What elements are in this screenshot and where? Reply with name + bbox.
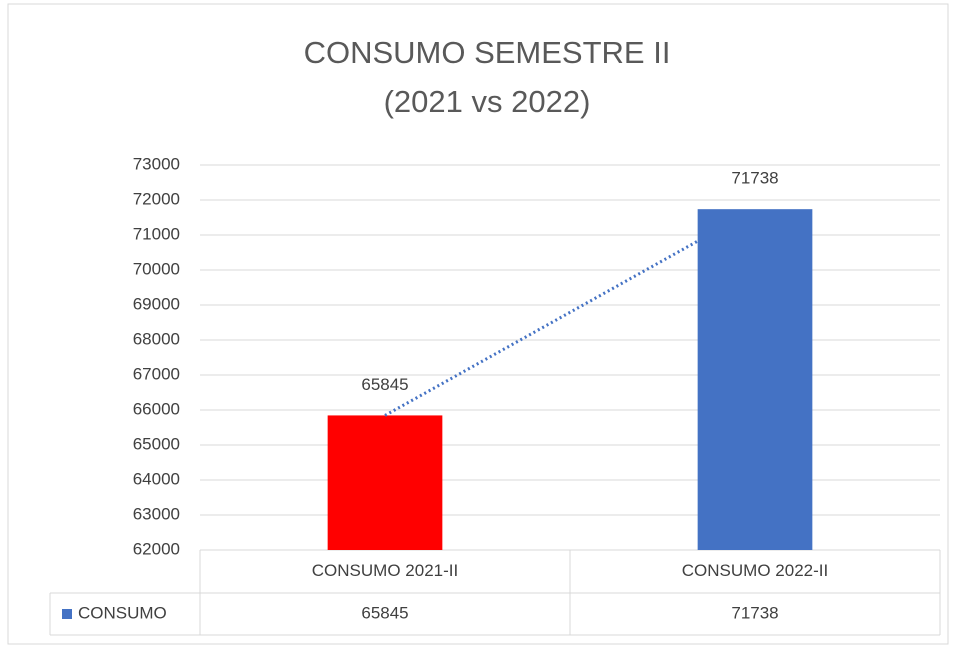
x-tick-label: CONSUMO 2021-II	[312, 561, 458, 580]
chart-title: CONSUMO SEMESTRE II	[304, 35, 671, 70]
y-tick-label: 71000	[133, 224, 180, 243]
y-tick-label: 65000	[133, 434, 180, 453]
data-label: 65845	[361, 375, 408, 394]
y-tick-label: 69000	[133, 294, 180, 313]
y-tick-label: 67000	[133, 364, 180, 383]
y-tick-label: 62000	[133, 539, 180, 558]
x-tick-label: CONSUMO 2022-II	[682, 561, 828, 580]
data-label: 71738	[731, 169, 778, 188]
y-tick-label: 63000	[133, 504, 180, 523]
chart-subtitle: (2021 vs 2022)	[384, 84, 591, 119]
y-tick-label: 64000	[133, 469, 180, 488]
y-tick-label: 66000	[133, 399, 180, 418]
y-tick-label: 72000	[133, 189, 180, 208]
y-tick-label: 68000	[133, 329, 180, 348]
legend-swatch	[62, 609, 72, 619]
table-value: 65845	[361, 603, 408, 622]
table-value: 71738	[731, 603, 778, 622]
y-tick-label: 73000	[133, 154, 180, 173]
bar	[327, 415, 443, 550]
y-tick-label: 70000	[133, 259, 180, 278]
legend-label: CONSUMO	[78, 603, 167, 622]
bar	[697, 209, 813, 551]
